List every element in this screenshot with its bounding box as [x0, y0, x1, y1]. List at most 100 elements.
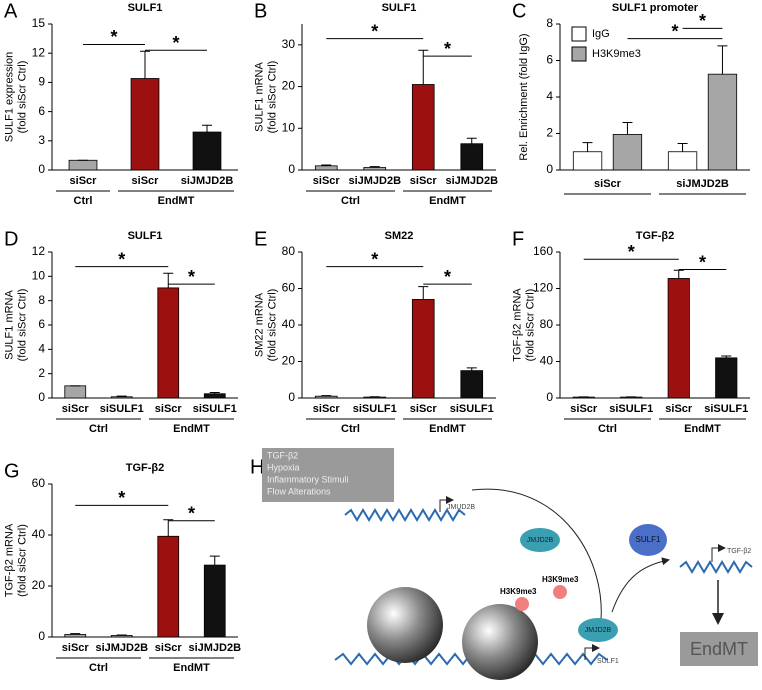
legend-swatch — [572, 27, 586, 41]
error-bar — [140, 51, 150, 78]
bar — [204, 394, 225, 398]
panel-h: H TGF-β2 Hypoxia Inflammatory Stimuli Fl… — [250, 448, 758, 680]
dna — [680, 562, 752, 572]
x-tick-label: siSULF1 — [100, 403, 144, 415]
chart-title: SULF1 — [128, 230, 163, 242]
bar — [158, 536, 179, 637]
y-axis-label: SM22 mRNA — [253, 292, 265, 357]
y-tick-label: 10 — [32, 269, 46, 283]
chart-title: TGF-β2 — [126, 462, 165, 474]
bar — [716, 358, 737, 398]
gene-label: SULF1 — [597, 658, 619, 665]
bar — [668, 152, 697, 170]
mark-label: H3K9me3 — [542, 575, 579, 584]
significance-star: * — [172, 33, 179, 53]
group-label: Ctrl — [341, 423, 360, 435]
y-tick-label: 0 — [38, 162, 45, 176]
x-tick-label: siJMJD2B — [95, 642, 148, 654]
y-axis-label: (fold siScr Ctrl) — [266, 61, 278, 134]
chart-title: SULF1 — [128, 2, 163, 14]
y-axis-label: (fold siScr Ctrl) — [16, 61, 28, 134]
bar — [412, 84, 434, 170]
significance-star: * — [444, 267, 451, 287]
y-tick-label: 12 — [32, 45, 46, 59]
significance-star: * — [371, 249, 378, 269]
panel-label: E — [254, 228, 267, 250]
group-label: Ctrl — [89, 423, 108, 435]
error-bar — [418, 50, 428, 84]
group-label: EndMT — [429, 195, 466, 207]
error-bar — [163, 273, 173, 288]
y-tick-label: 20 — [32, 578, 46, 592]
y-tick-label: 60 — [32, 476, 46, 490]
x-tick-label: siJMJD2B — [445, 175, 498, 187]
panel-label: A — [4, 0, 18, 22]
stimulus: Inflammatory Stimuli — [267, 474, 349, 484]
error-bar — [163, 520, 173, 537]
y-tick-label: 2 — [546, 126, 553, 140]
significance-star: * — [671, 21, 678, 41]
group-label: EndMT — [173, 662, 210, 674]
y-axis-label: TGF-β2 mRNA — [3, 523, 15, 597]
x-tick-label: siScr — [62, 642, 90, 654]
group-label: EndMT — [684, 423, 721, 435]
y-tick-label: 0 — [38, 390, 45, 404]
chart-title: SM22 — [385, 230, 414, 242]
x-tick-label: siScr — [594, 178, 622, 190]
error-bar — [418, 287, 428, 300]
y-axis-label: SULF1 mRNA — [3, 290, 15, 360]
legend-label: IgG — [592, 28, 610, 40]
y-axis-label: (fold siScr Ctrl) — [16, 289, 28, 362]
bar — [364, 167, 386, 170]
error-bar — [210, 556, 220, 565]
arrow — [612, 560, 668, 612]
x-tick-label: siScr — [62, 403, 90, 415]
panel-label: D — [4, 228, 18, 250]
bar — [158, 288, 179, 398]
panel-label: C — [512, 0, 526, 22]
error-bar — [678, 144, 688, 152]
bar — [131, 79, 159, 170]
methyl-mark — [553, 585, 567, 599]
y-tick-label: 0 — [38, 629, 45, 643]
y-axis-label: TGF-β2 mRNA — [511, 288, 523, 362]
bar — [668, 278, 689, 398]
methyl-mark — [515, 597, 529, 611]
gene-label: JMUD2B — [447, 504, 475, 511]
y-tick-label: 80 — [540, 317, 554, 331]
y-tick-label: 15 — [32, 16, 46, 30]
error-bar — [717, 46, 727, 74]
error-bar — [467, 368, 477, 371]
gene-label: TGF-β2 — [727, 548, 751, 555]
x-tick-label: siScr — [665, 403, 693, 415]
significance-star: * — [699, 11, 706, 31]
stimulus: TGF-β2 — [267, 450, 298, 460]
outcome: EndMT — [690, 639, 748, 659]
stimulus: Flow Alterations — [267, 486, 331, 496]
panel-label: F — [512, 228, 524, 250]
x-tick-label: siScr — [570, 403, 598, 415]
significance-star: * — [699, 252, 706, 272]
error-bar — [202, 125, 212, 132]
nucleosome — [367, 587, 443, 663]
y-tick-label: 20 — [282, 79, 296, 93]
bar — [193, 132, 221, 170]
chart-title: TGF-β2 — [636, 230, 675, 242]
x-tick-label: siScr — [132, 175, 160, 187]
bar — [315, 166, 337, 170]
x-tick-label: siScr — [313, 403, 341, 415]
chart-title: SULF1 promoter — [612, 2, 699, 14]
x-tick-label: siSULF1 — [609, 403, 653, 415]
y-tick-label: 3 — [38, 133, 45, 147]
x-tick-label: siScr — [155, 642, 183, 654]
y-tick-label: 6 — [38, 104, 45, 118]
bar — [111, 397, 132, 398]
x-tick-label: siSULF1 — [353, 403, 397, 415]
x-tick-label: siSULF1 — [704, 403, 748, 415]
group-label: EndMT — [158, 195, 195, 207]
bar — [69, 160, 97, 170]
bar — [613, 134, 642, 170]
y-tick-label: 0 — [546, 162, 553, 176]
bar — [461, 371, 483, 398]
